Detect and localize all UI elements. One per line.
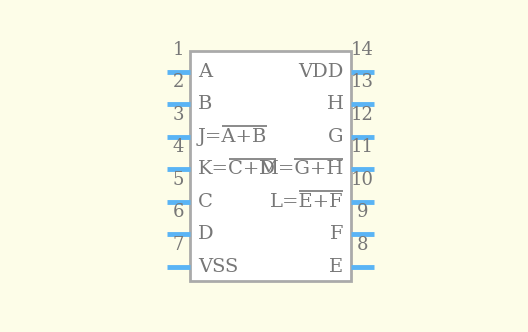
Text: 6: 6 <box>173 203 184 221</box>
Text: 3: 3 <box>173 106 184 124</box>
Text: 8: 8 <box>357 236 369 254</box>
Text: 10: 10 <box>351 171 374 189</box>
Text: K=C+D: K=C+D <box>198 160 276 178</box>
Text: F: F <box>330 225 343 243</box>
Text: 5: 5 <box>173 171 184 189</box>
Text: C: C <box>198 193 213 211</box>
Text: E: E <box>329 258 343 276</box>
Text: 1: 1 <box>173 41 184 59</box>
Text: J=A+B: J=A+B <box>198 128 267 146</box>
Text: D: D <box>198 225 213 243</box>
Text: 9: 9 <box>357 203 369 221</box>
Text: 2: 2 <box>173 73 184 92</box>
Text: 11: 11 <box>351 138 374 156</box>
Text: VDD: VDD <box>298 63 343 81</box>
Text: VSS: VSS <box>198 258 238 276</box>
Text: M=G+H: M=G+H <box>258 160 343 178</box>
Text: L=E+F: L=E+F <box>270 193 343 211</box>
Text: A: A <box>198 63 212 81</box>
Bar <box>190 51 351 282</box>
Text: G: G <box>328 128 343 146</box>
Text: 13: 13 <box>351 73 374 92</box>
Text: 7: 7 <box>173 236 184 254</box>
Text: 4: 4 <box>173 138 184 156</box>
Text: H: H <box>326 95 343 113</box>
Text: 14: 14 <box>351 41 374 59</box>
Text: 12: 12 <box>351 106 374 124</box>
Text: B: B <box>198 95 212 113</box>
